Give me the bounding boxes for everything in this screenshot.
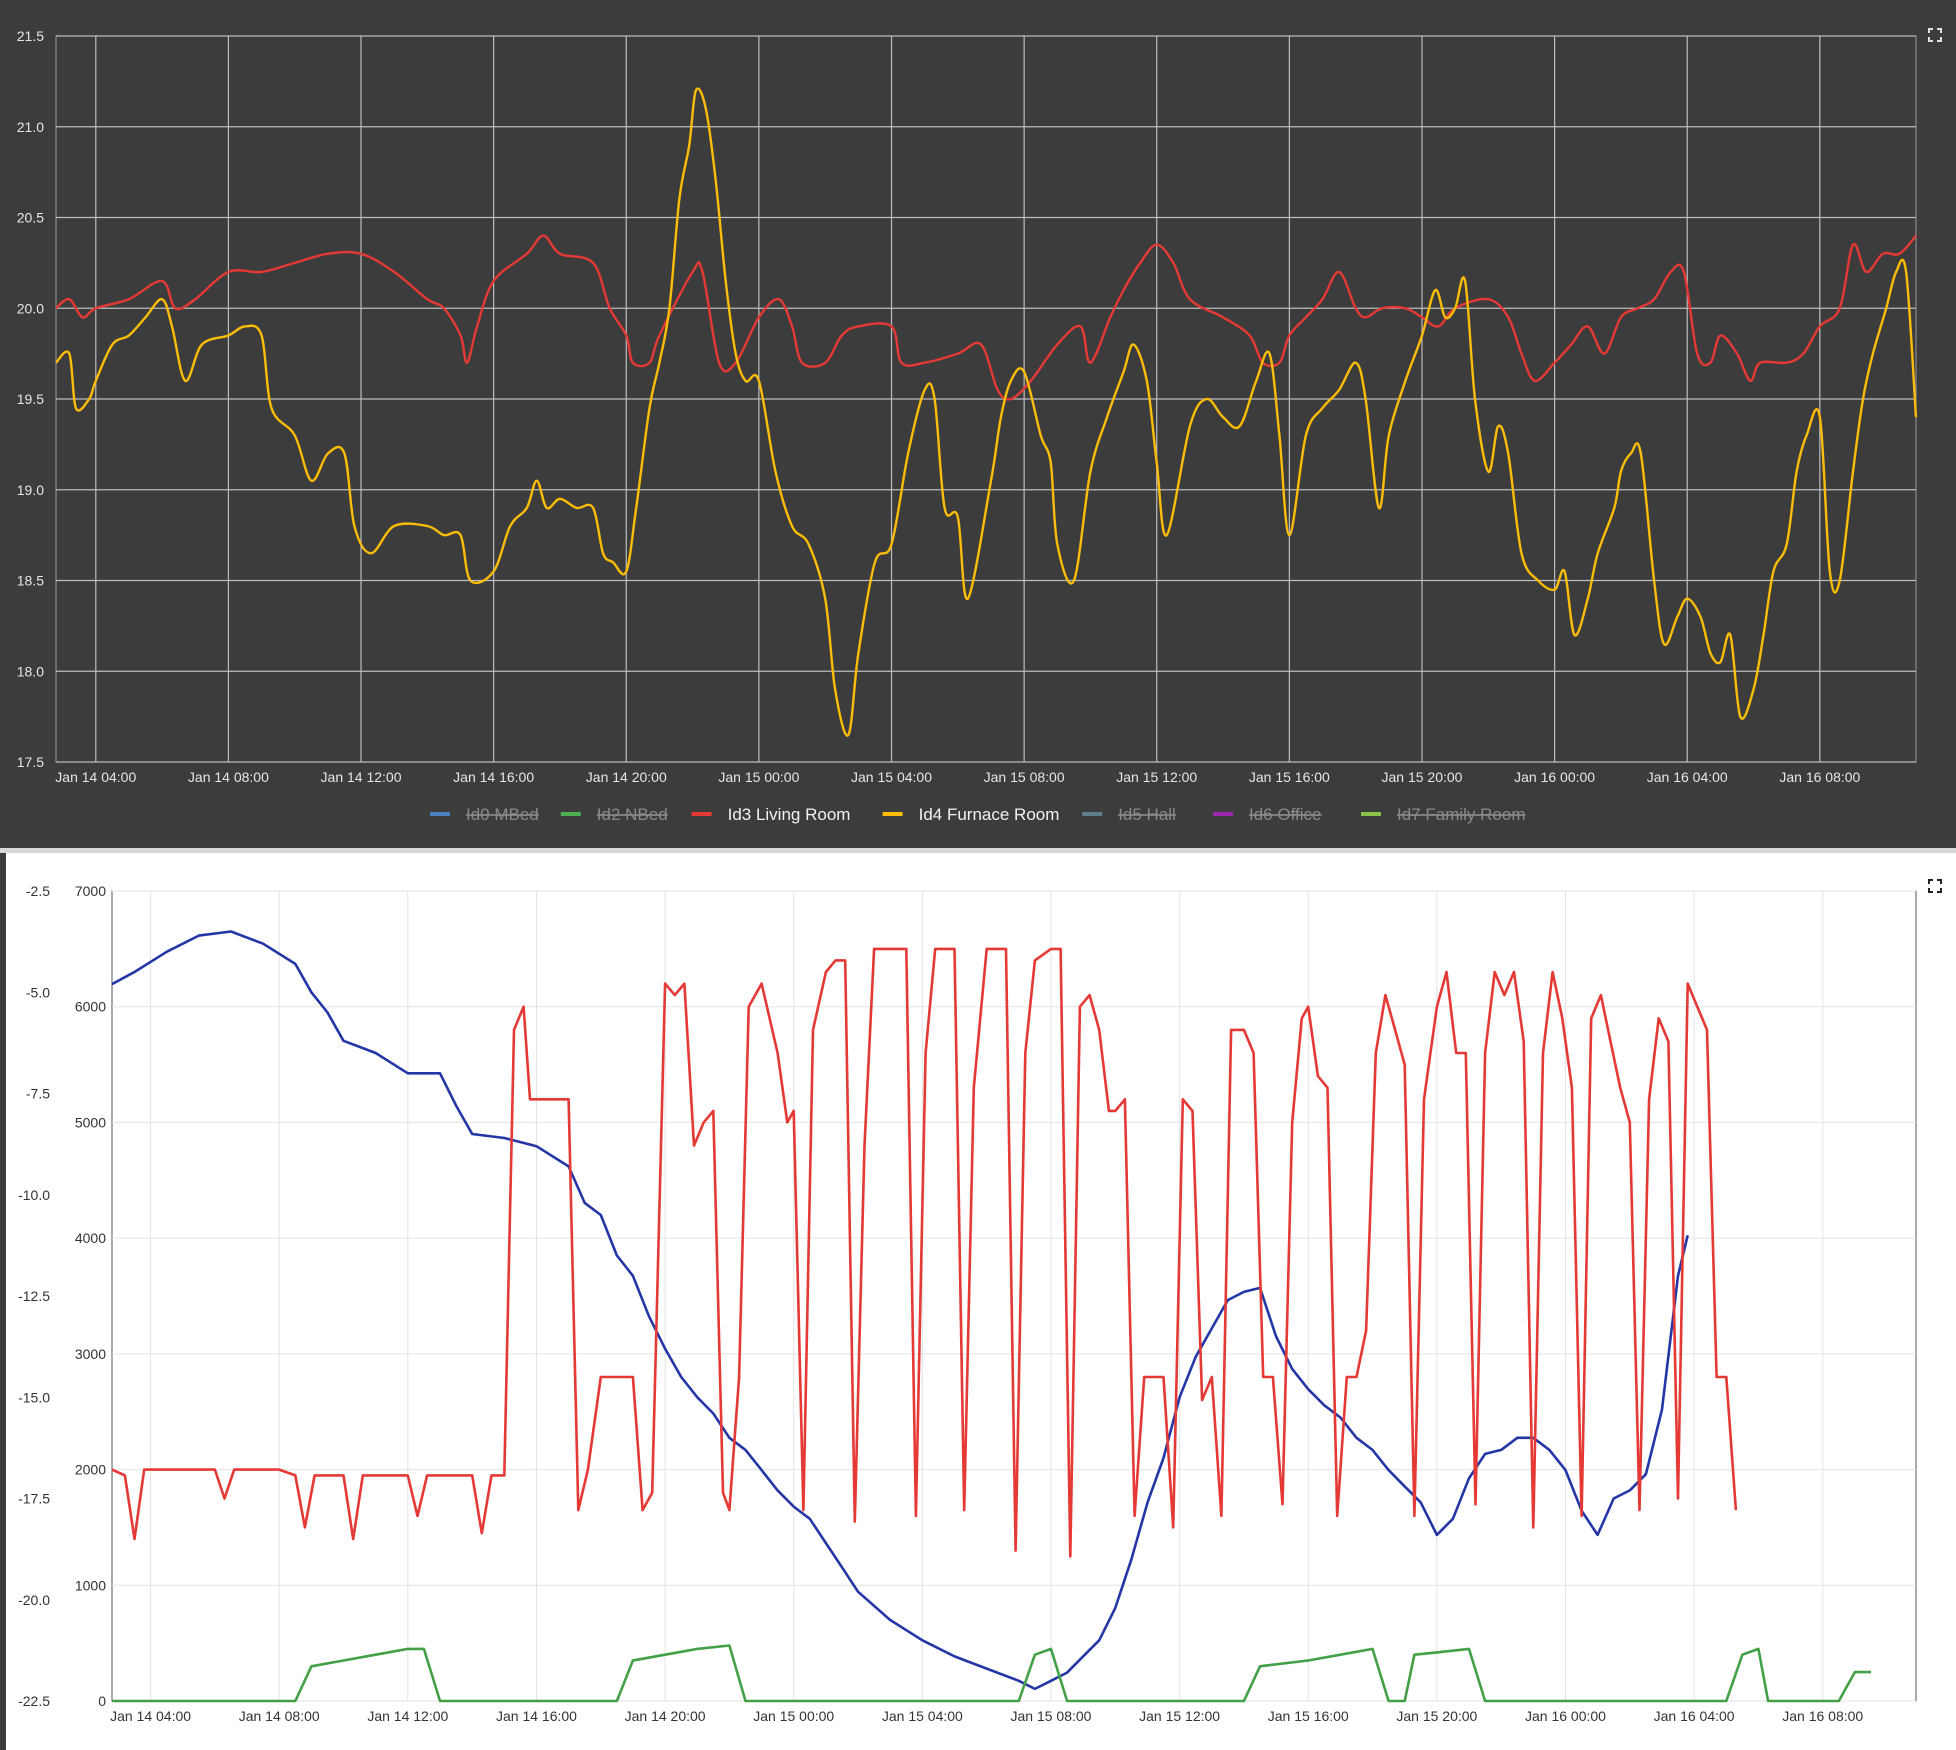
x-tick-label: Jan 16 08:00 [1782, 1708, 1863, 1724]
legend-label: Id0 MBed [466, 805, 539, 824]
x-tick-label: Jan 14 12:00 [321, 769, 402, 785]
y-tick-label: 21.5 [17, 28, 44, 44]
legend-label: Id3 Living Room [728, 805, 851, 824]
x-tick-label: Jan 16 04:00 [1654, 1708, 1735, 1724]
y-tick-label: 19.0 [17, 482, 44, 498]
x-tick-label: Jan 16 00:00 [1525, 1708, 1606, 1724]
x-tick-label: Jan 15 00:00 [753, 1708, 834, 1724]
y-right-tick-label: 3000 [75, 1346, 106, 1362]
x-tick-label: Jan 14 04:00 [110, 1708, 191, 1724]
x-tick-label: Jan 15 04:00 [882, 1708, 963, 1724]
x-tick-label: Jan 15 20:00 [1382, 769, 1463, 785]
x-tick-label: Jan 14 08:00 [188, 769, 269, 785]
x-tick-label: Jan 15 20:00 [1396, 1708, 1477, 1724]
legend-label: Id5 Hall [1118, 805, 1176, 824]
x-tick-label: Jan 15 08:00 [984, 769, 1065, 785]
y-tick-label: 18.0 [17, 663, 44, 679]
temperature-chart: 17.5 18.0 18.5 19.0 19.5 20.0 20.5 21.0 21.5 Jan … [17, 28, 1942, 824]
x-tick-label: Jan 14 08:00 [239, 1708, 320, 1724]
y-left-tick-label: -10.0 [18, 1187, 50, 1203]
y-tick-label: 19.5 [17, 391, 44, 407]
x-tick-label: Jan 15 16:00 [1268, 1708, 1349, 1724]
x-tick-label: Jan 16 08:00 [1779, 769, 1860, 785]
x-tick-label: Jan 14 16:00 [496, 1708, 577, 1724]
legend-item[interactable]: Id3 Living Room [691, 805, 851, 824]
x-tick-label: Jan 16 00:00 [1514, 769, 1595, 785]
y-tick-label: 21.0 [17, 119, 44, 135]
y-right-tick-label: 5000 [75, 1114, 106, 1130]
x-tick-label: Jan 14 16:00 [453, 769, 534, 785]
y-right-tick-label: 7000 [75, 883, 106, 899]
y-left-tick-label: -2.5 [26, 883, 50, 899]
x-tick-label: Jan 15 08:00 [1010, 1708, 1091, 1724]
panel-separator [0, 848, 1956, 853]
outdoor-power-chart: 0 1000 2000 3000 4000 5000 6000 7000 -2.5 -5.0 -7.… [18, 879, 1942, 1724]
y-tick-label: 20.5 [17, 210, 44, 226]
x-tick-label: Jan 15 00:00 [718, 769, 799, 785]
y-left-tick-label: -17.5 [18, 1491, 50, 1507]
y-left-tick-label: -5.0 [26, 984, 50, 1000]
x-tick-label: Jan 16 04:00 [1647, 769, 1728, 785]
legend-label: Id2 NBed [597, 805, 668, 824]
temperature-chart-panel: 17.5 18.0 18.5 19.0 19.5 20.0 20.5 21.0 21.5 Jan … [0, 0, 1956, 848]
y-tick-label: 18.5 [17, 573, 44, 589]
series-line [111, 947, 1738, 1558]
legend-label: Id7 Family Room [1397, 805, 1525, 824]
legend-item[interactable]: Id5 Hall [1082, 805, 1176, 824]
series-line [55, 87, 1918, 737]
series-line [55, 234, 1917, 401]
y-tick-label: 17.5 [17, 754, 44, 770]
y-right-tick-label: 4000 [75, 1230, 106, 1246]
legend-item[interactable]: Id4 Furnace Room [882, 805, 1060, 824]
y-left-tick-label: -20.0 [18, 1592, 50, 1608]
expand-icon[interactable] [1928, 28, 1942, 42]
expand-icon[interactable] [1928, 879, 1942, 893]
y-right-tick-label: 6000 [75, 999, 106, 1015]
y-left-tick-label: -22.5 [18, 1693, 50, 1709]
legend-item[interactable]: Id6 Office [1213, 805, 1321, 824]
y-right-tick-label: 1000 [75, 1577, 106, 1593]
legend-label: Id6 Office [1249, 805, 1321, 824]
x-tick-label: Jan 15 12:00 [1139, 1708, 1220, 1724]
series-line [112, 1644, 1871, 1703]
legend-item[interactable]: Id2 NBed [560, 805, 668, 824]
x-tick-label: Jan 15 04:00 [851, 769, 932, 785]
y-right-tick-label: 0 [98, 1693, 106, 1709]
x-tick-label: Jan 14 04:00 [55, 769, 136, 785]
x-tick-label: Jan 14 12:00 [367, 1708, 448, 1724]
legend-item[interactable]: Id0 MBed [430, 805, 539, 824]
y-left-tick-label: -7.5 [26, 1086, 50, 1102]
y-right-tick-label: 2000 [75, 1462, 106, 1478]
x-tick-label: Jan 15 12:00 [1116, 769, 1197, 785]
legend-label: Id4 Furnace Room [919, 805, 1060, 824]
legend-item[interactable]: Id7 Family Room [1361, 805, 1525, 824]
outdoor-power-chart-panel: 0 1000 2000 3000 4000 5000 6000 7000 -2.5 -5.0 -7.… [0, 853, 1956, 1750]
y-tick-label: 20.0 [17, 300, 44, 316]
x-tick-label: Jan 14 20:00 [586, 769, 667, 785]
x-tick-label: Jan 14 20:00 [625, 1708, 706, 1724]
x-tick-label: Jan 15 16:00 [1249, 769, 1330, 785]
panel-left-edge [0, 853, 6, 1750]
plot-area [111, 890, 1917, 1702]
y-left-tick-label: -12.5 [18, 1288, 50, 1304]
y-left-tick-label: -15.0 [18, 1389, 50, 1405]
